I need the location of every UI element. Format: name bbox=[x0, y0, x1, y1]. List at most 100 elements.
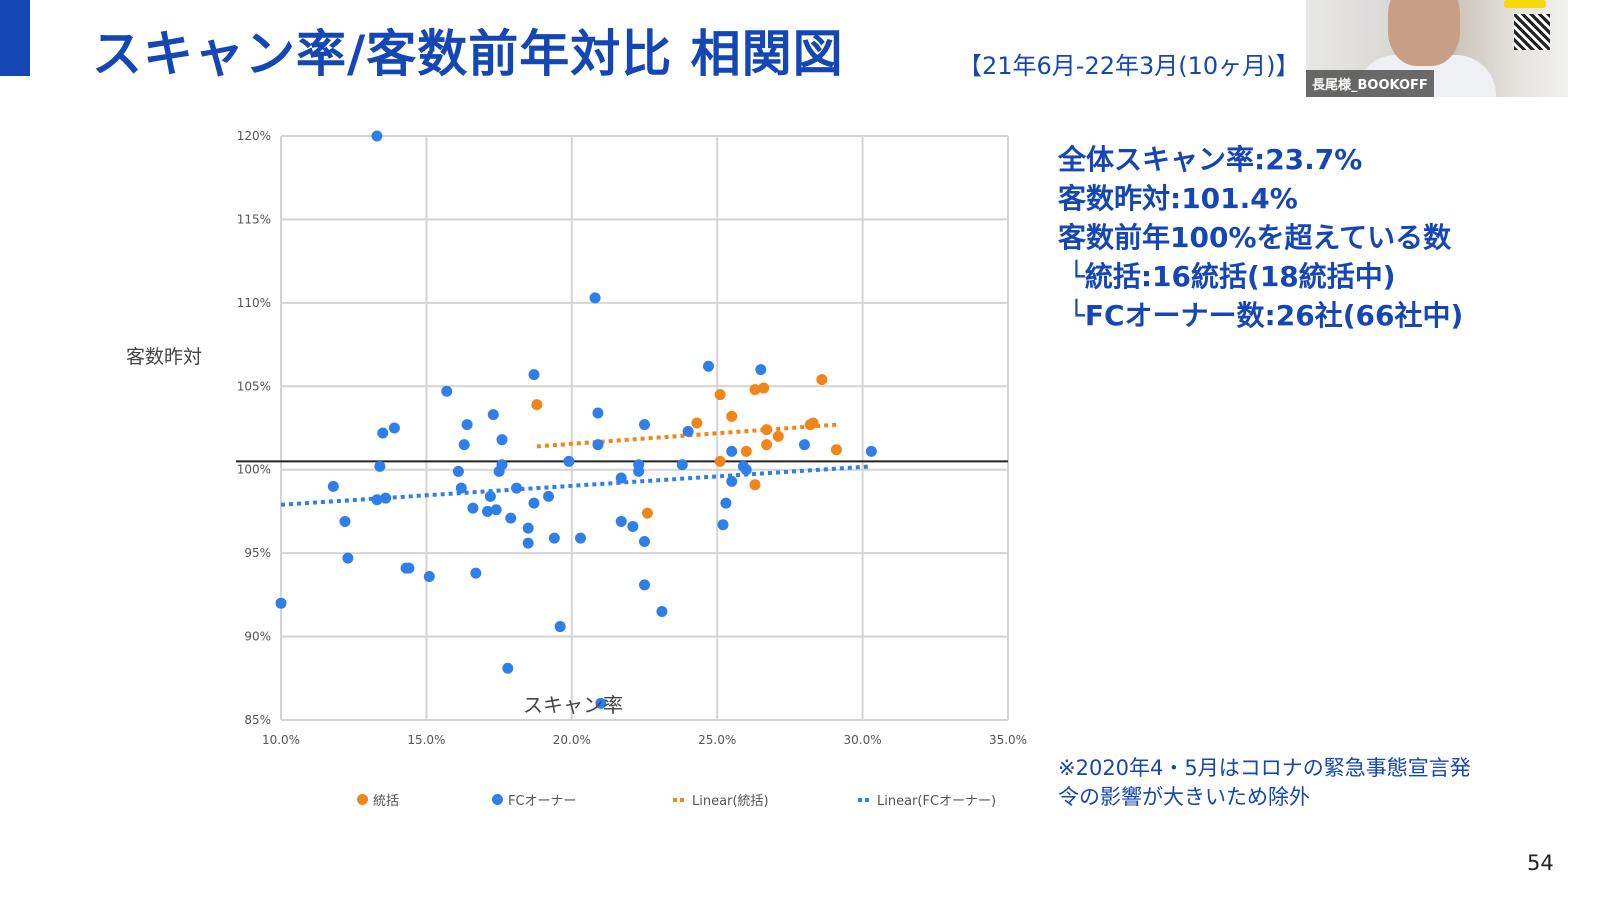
x-tick-label: 10.0% bbox=[262, 733, 300, 747]
data-point bbox=[816, 374, 828, 386]
y-axis-label: 客数昨対 bbox=[126, 346, 203, 368]
data-point bbox=[592, 407, 604, 419]
stat-tokatsu-count: └統括:16統括(18統括中) bbox=[1068, 260, 1396, 293]
data-point bbox=[807, 417, 819, 429]
data-point bbox=[455, 482, 467, 494]
data-point bbox=[522, 522, 534, 534]
y-tick-label: 90% bbox=[244, 630, 271, 644]
data-point bbox=[639, 579, 650, 591]
data-point bbox=[641, 507, 653, 519]
legend-item-fc-owner: FCオーナー bbox=[492, 790, 577, 809]
footnote-line: 令の影響が大きいため除外 bbox=[1058, 785, 1310, 809]
data-point bbox=[505, 512, 517, 524]
data-point bbox=[496, 434, 508, 446]
data-point bbox=[528, 497, 540, 509]
data-point bbox=[749, 384, 761, 396]
data-point bbox=[740, 445, 752, 457]
speaker-head bbox=[1388, 0, 1460, 66]
qr-code bbox=[1514, 14, 1550, 50]
data-point bbox=[467, 502, 479, 514]
y-tick-label: 85% bbox=[244, 713, 271, 727]
legend-item-linear-fc-owner: Linear(FCオーナー) bbox=[858, 790, 996, 809]
y-tick-label: 115% bbox=[237, 212, 271, 226]
data-point bbox=[522, 537, 534, 549]
data-point bbox=[691, 417, 703, 429]
data-point bbox=[772, 430, 784, 442]
data-point bbox=[615, 472, 627, 484]
legend-label: FCオーナー bbox=[508, 794, 577, 809]
data-point bbox=[761, 439, 773, 451]
footnote-line: ※2020年4・5月はコロナの緊急事態宣言発 bbox=[1058, 756, 1471, 780]
data-point bbox=[714, 455, 726, 467]
legend-marker bbox=[673, 797, 687, 802]
data-point bbox=[371, 130, 383, 142]
data-point bbox=[761, 424, 773, 436]
data-point bbox=[749, 479, 761, 491]
y-tick-label: 100% bbox=[237, 463, 271, 477]
stat-scan-rate: 全体スキャン率:23.7% bbox=[1058, 143, 1363, 176]
data-point bbox=[374, 460, 386, 472]
data-point bbox=[702, 360, 714, 372]
data-point bbox=[452, 465, 464, 477]
data-point bbox=[726, 445, 738, 457]
data-point bbox=[490, 504, 502, 516]
stat-visitor-yoy: 客数昨対:101.4% bbox=[1058, 182, 1298, 215]
data-point bbox=[615, 515, 627, 527]
data-point bbox=[639, 535, 650, 547]
data-point bbox=[327, 480, 339, 492]
webcam-video: 長尾様_BOOKOFF bbox=[1306, 0, 1568, 97]
x-tick-label: 20.0% bbox=[553, 733, 591, 747]
data-point bbox=[493, 465, 505, 477]
data-point bbox=[589, 292, 601, 304]
data-point bbox=[423, 571, 435, 583]
data-point bbox=[458, 439, 470, 451]
legend-marker bbox=[357, 794, 368, 805]
data-point bbox=[481, 505, 493, 517]
legend-label: 統括 bbox=[373, 794, 400, 809]
footnote: ※2020年4・5月はコロナの緊急事態宣言発 令の影響が大きいため除外 bbox=[1058, 754, 1471, 812]
x-tick-label: 15.0% bbox=[407, 733, 445, 747]
data-point bbox=[484, 490, 496, 502]
data-point bbox=[798, 439, 810, 451]
data-point bbox=[726, 475, 738, 487]
data-point bbox=[627, 520, 639, 532]
data-point bbox=[758, 382, 770, 394]
page-title: スキャン率/客数前年対比 相関図 bbox=[92, 25, 844, 83]
trendline bbox=[280, 464, 872, 507]
data-point bbox=[755, 364, 767, 376]
data-point bbox=[633, 465, 645, 477]
trendline bbox=[536, 422, 837, 449]
legend-marker bbox=[492, 794, 503, 805]
data-point bbox=[714, 389, 726, 401]
data-point bbox=[403, 562, 415, 574]
data-point bbox=[554, 621, 566, 633]
legend-marker bbox=[858, 797, 872, 802]
stats-panel: 全体スキャン率:23.7% 客数昨対:101.4% 客数前年100%を超えている… bbox=[1058, 140, 1463, 335]
page-subtitle: 【21年6月-22年3月(10ヶ月)】 bbox=[958, 52, 1300, 80]
data-point bbox=[592, 439, 604, 451]
y-tick-label: 110% bbox=[237, 296, 271, 310]
legend-label: Linear(統括) bbox=[692, 794, 769, 809]
y-tick-label: 120% bbox=[237, 129, 271, 143]
data-point bbox=[388, 422, 400, 434]
data-point bbox=[371, 494, 383, 506]
scatter-chart: 10.0% 15.0% 20.0% 25.0% 30.0% 35.0% 85% 90% 95% 1… bbox=[236, 129, 1027, 747]
data-point bbox=[339, 515, 351, 527]
data-point bbox=[548, 532, 560, 544]
data-point bbox=[682, 425, 694, 437]
x-tick-label: 35.0% bbox=[989, 733, 1027, 747]
logo-badge bbox=[1504, 0, 1546, 8]
data-point bbox=[275, 597, 287, 609]
data-point bbox=[740, 464, 752, 476]
legend-item-tokatsu: 統括 bbox=[357, 790, 399, 809]
data-point bbox=[380, 492, 392, 504]
data-point bbox=[575, 532, 587, 544]
y-tick-label: 105% bbox=[237, 379, 271, 393]
data-point bbox=[342, 552, 354, 564]
y-tick-label: 95% bbox=[244, 546, 271, 560]
stat-over-100-heading: 客数前年100%を超えている数 bbox=[1058, 221, 1452, 254]
data-point bbox=[487, 409, 499, 421]
data-point bbox=[639, 419, 650, 431]
data-point bbox=[502, 662, 514, 674]
data-point bbox=[656, 606, 668, 618]
